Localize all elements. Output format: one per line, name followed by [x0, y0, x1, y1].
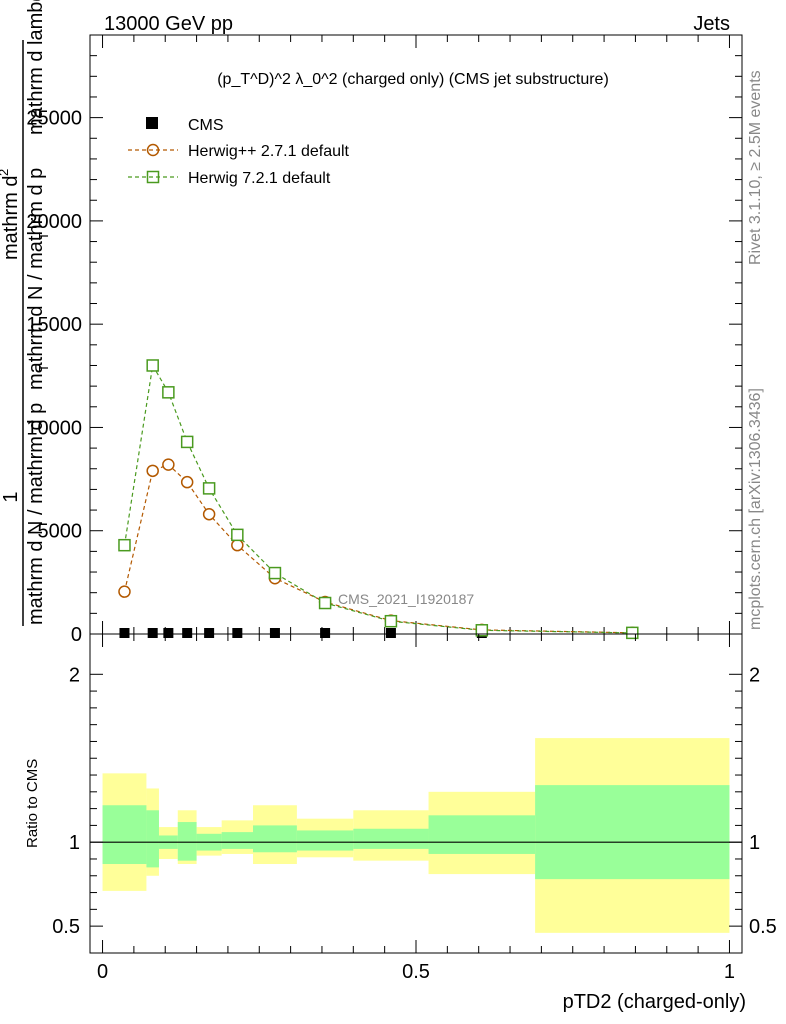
ylabel-sub-t2: T [36, 232, 51, 240]
herwigpp-point [180, 475, 194, 489]
herwig7-point [231, 528, 244, 542]
ratio-band-green [535, 785, 730, 880]
legend-marker-herwig7 [146, 170, 160, 184]
cms-point [204, 628, 215, 638]
ratio-band-green [353, 828, 429, 849]
ratio-panel: 0.5 0.51 12 2 0 0.5 1 [52, 633, 777, 983]
cms-point [269, 628, 280, 638]
legend-marker-herwigpp [146, 143, 160, 157]
ratio-y-tick-labels: 0.5 0.5 1 1 2 2 [52, 664, 777, 938]
cms-point [232, 628, 243, 638]
herwigpp-point [202, 507, 216, 521]
main-y-tick-label: 20000 [26, 211, 82, 233]
ylabel-part-mathrm-d: mathrm d [0, 176, 22, 260]
herwigpp-point [146, 464, 159, 478]
herwigpp-point [118, 585, 131, 598]
header-right: Jets [693, 13, 730, 35]
ylabel-numerator-1: 1 [0, 491, 22, 502]
mcplots-label: mcplots.cern.ch [arXiv:1306.3436] [747, 388, 764, 630]
herwig7-point [475, 624, 489, 637]
main-ylabel: 1 mathrm d N / mathrm d p mathrm d N / m… [0, 0, 51, 626]
cms-point [163, 628, 174, 638]
herwigpp-point [231, 538, 244, 552]
legend: CMS Herwig++ 2.7.1 default Herwig 7.2.1 … [128, 117, 350, 187]
herwig7-point [180, 435, 194, 449]
herwig7-point [384, 614, 398, 628]
herwig7-point [162, 386, 175, 399]
main-ticks [90, 35, 742, 635]
herwig7-point [118, 538, 131, 552]
main-series [118, 359, 639, 640]
cms-point [119, 628, 130, 638]
legend-label-herwig7: Herwig 7.2.1 default [188, 170, 331, 187]
ratio-band-green [177, 822, 197, 861]
main-y-tick-label: 15000 [26, 314, 82, 336]
legend-label-cms: CMS [188, 117, 224, 134]
x-tick-label: 1 [724, 961, 735, 983]
header-left: 13000 GeV pp [104, 13, 233, 35]
ratio-band-green [253, 825, 297, 853]
ratio-y-tick-label: 1 [69, 832, 80, 854]
ratio-y-tick-label-right: 2 [749, 664, 760, 686]
ratio-y-tick-label-right: 1 [749, 832, 760, 854]
x-tick-labels: 0 0.5 1 [97, 961, 735, 983]
cms-point [385, 628, 396, 638]
cms-point [182, 628, 193, 638]
herwigpp-point [162, 458, 175, 471]
ylabel-sub-t1: T [36, 364, 51, 372]
main-panel: 0 5000 10000 15000 20000 25000 CMS_2021_I1920… [26, 34, 743, 646]
herwig7-point [268, 566, 282, 580]
ratio-band-green [146, 810, 159, 868]
x-axis-label: pTD2 (charged-only) [563, 991, 746, 1013]
ratio-band-green [102, 805, 147, 865]
rivet-label: Rivet 3.1.10, ≥ 2.5M events [747, 70, 764, 265]
x-tick-label: 0 [97, 961, 108, 983]
main-y-tick-label: 10000 [26, 417, 82, 439]
ratio-band-green [221, 832, 253, 849]
herwig7-point [146, 359, 159, 372]
legend-marker-cms [146, 117, 158, 129]
ratio-y-tick-label-right: 0.5 [749, 916, 777, 938]
ratio-band-green [428, 815, 536, 854]
main-y-tick-labels: 0 5000 10000 15000 20000 25000 [26, 108, 82, 646]
main-y-tick-label: 5000 [38, 521, 83, 543]
x-tick-label: 0.5 [402, 961, 430, 983]
ylabel-sup-2: 2 [0, 169, 11, 176]
herwig7-point [202, 482, 216, 495]
main-y-tick-label: 25000 [26, 108, 82, 130]
ratio-ylabel: Ratio to CMS [24, 759, 41, 848]
ratio-y-tick-label: 2 [69, 664, 80, 686]
ratio-y-tick-label: 0.5 [52, 916, 80, 938]
cms-point [147, 628, 158, 638]
cms-point [320, 628, 331, 638]
ylabel-part-lambda: mathrm d lambda [25, 0, 47, 135]
series-line-1 [123, 463, 633, 634]
ylabel-part-dn-dp-2: mathrm d N / mathrm d p [25, 168, 47, 390]
main-y-tick-label: 0 [71, 624, 82, 646]
ratio-bands [102, 738, 730, 933]
main-title: (p_T^D)^2 λ_0^2 (charged only) (CMS jet … [217, 71, 609, 88]
ratio-frame [89, 633, 743, 954]
herwig7-point [318, 596, 332, 610]
herwig7-point [626, 626, 639, 640]
legend-label-herwigpp: Herwig++ 2.7.1 default [188, 143, 350, 160]
watermark: CMS_2021_I1920187 [338, 591, 474, 607]
ylabel-part-dn-dp: mathrm d N / mathrm d p [25, 403, 47, 625]
ratio-band-green [296, 830, 354, 851]
